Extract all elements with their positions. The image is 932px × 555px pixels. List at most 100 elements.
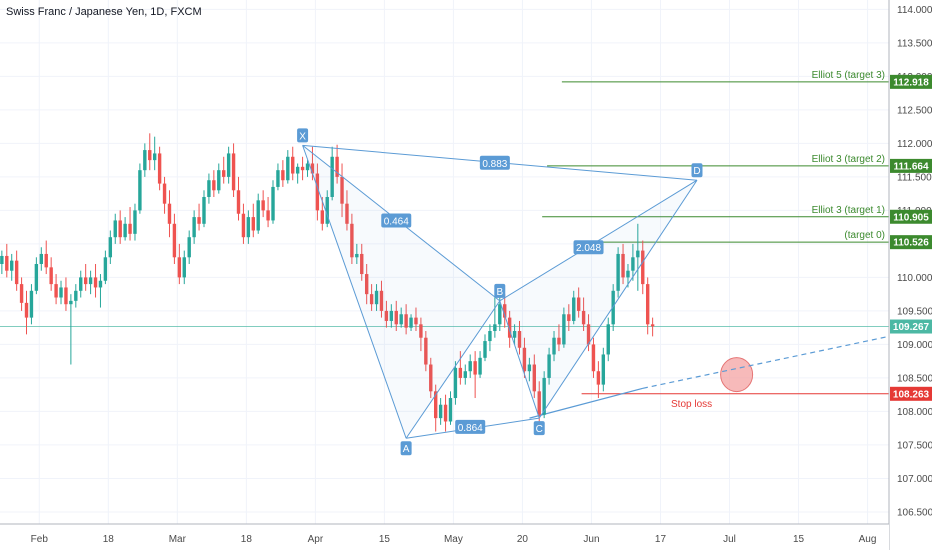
candle-body bbox=[246, 217, 251, 238]
candle bbox=[355, 243, 359, 264]
candle-body bbox=[458, 367, 463, 378]
candle-body bbox=[527, 364, 532, 372]
candle-body bbox=[310, 163, 315, 174]
stop-loss-price-tag-bg bbox=[890, 386, 932, 401]
pattern-ratio-label: 2.048 bbox=[573, 240, 604, 255]
price-tick-label: 108.000 bbox=[897, 407, 932, 418]
trendline-dashed bbox=[642, 335, 890, 389]
time-tick-label: 20 bbox=[517, 534, 529, 545]
candle-body bbox=[167, 203, 172, 224]
candle-body bbox=[281, 170, 285, 181]
candle-body bbox=[389, 310, 394, 321]
candle-body bbox=[0, 255, 4, 264]
candle-body bbox=[108, 237, 113, 258]
pattern-point-label: C bbox=[533, 421, 545, 436]
candle-body bbox=[222, 170, 226, 177]
candle-body bbox=[567, 314, 571, 321]
candle-body bbox=[197, 217, 201, 224]
candle-body bbox=[650, 324, 655, 327]
candle-body bbox=[507, 317, 512, 338]
price-tick-label: 107.000 bbox=[897, 474, 932, 485]
candle-body bbox=[152, 153, 157, 161]
candle-body bbox=[468, 361, 472, 372]
pattern-ratio-label: 0.464 bbox=[381, 213, 412, 228]
candle-body bbox=[59, 287, 63, 298]
candle-body bbox=[409, 317, 413, 328]
candle bbox=[645, 277, 650, 335]
candle bbox=[143, 143, 147, 177]
candle-body bbox=[98, 280, 103, 288]
candle bbox=[54, 274, 58, 305]
candle bbox=[621, 243, 625, 285]
candle-body bbox=[19, 284, 24, 303]
candle bbox=[399, 307, 403, 328]
pattern-ratio-label-text: 0.864 bbox=[458, 423, 483, 434]
candle bbox=[350, 213, 354, 264]
pattern-leg bbox=[538, 179, 698, 419]
current-price-tag-text: 109.267 bbox=[893, 322, 930, 333]
candle bbox=[251, 203, 255, 238]
candle bbox=[266, 196, 270, 228]
pattern-point-label-text: A bbox=[403, 444, 410, 455]
candle-body bbox=[271, 186, 275, 221]
target-label: (target 0) bbox=[844, 230, 885, 241]
candle bbox=[212, 170, 216, 197]
candle-body bbox=[572, 297, 576, 321]
candle bbox=[557, 324, 561, 352]
candle bbox=[419, 317, 423, 352]
candle bbox=[434, 384, 438, 432]
candle-body bbox=[300, 166, 305, 171]
candle bbox=[5, 243, 9, 278]
candle bbox=[133, 203, 137, 241]
candle-body bbox=[576, 297, 581, 311]
candle-body bbox=[276, 170, 280, 187]
target-price-tag-bg bbox=[890, 158, 932, 173]
candle bbox=[360, 243, 364, 281]
pattern-point-label-bg bbox=[297, 128, 309, 143]
candle-body bbox=[83, 277, 88, 285]
candle-body bbox=[128, 223, 132, 234]
candle-body bbox=[360, 253, 364, 275]
candle-body bbox=[187, 237, 191, 258]
candle-body bbox=[113, 220, 117, 238]
current-price-tag-bg bbox=[890, 319, 932, 334]
candle-body bbox=[29, 290, 34, 318]
target-price-tag: 110.526 bbox=[890, 235, 932, 250]
price-tick-label: 112.000 bbox=[897, 139, 932, 150]
candle bbox=[113, 213, 117, 244]
candle bbox=[345, 190, 349, 231]
price-tick-label: 112.500 bbox=[897, 105, 932, 116]
candle-body bbox=[266, 210, 270, 221]
candle bbox=[79, 270, 83, 298]
price-tick-label: 106.500 bbox=[897, 507, 932, 518]
candle-body bbox=[226, 153, 231, 177]
candle bbox=[29, 284, 34, 325]
candle-body bbox=[133, 210, 137, 234]
target-price-tag: 110.905 bbox=[890, 209, 932, 224]
candle bbox=[468, 354, 472, 378]
candle bbox=[498, 297, 502, 332]
candle bbox=[69, 294, 73, 365]
pattern-ratio-label: 0.883 bbox=[479, 155, 510, 170]
candle bbox=[152, 136, 157, 171]
target-price-tag-text: 110.526 bbox=[893, 238, 929, 249]
target-price-tag-bg bbox=[890, 74, 932, 89]
candle bbox=[305, 160, 310, 177]
candle bbox=[616, 247, 620, 298]
candle bbox=[429, 357, 433, 399]
candle-body bbox=[512, 331, 517, 338]
candle bbox=[118, 210, 122, 244]
candle-body bbox=[295, 166, 300, 174]
candle bbox=[182, 250, 186, 285]
candle bbox=[246, 210, 251, 244]
candle-body bbox=[34, 264, 39, 291]
candle bbox=[202, 190, 206, 228]
target-price-tag-bg bbox=[890, 235, 932, 250]
stop-zone-circle bbox=[720, 357, 754, 393]
candle bbox=[261, 190, 265, 218]
candle bbox=[562, 307, 566, 348]
candle-body bbox=[645, 284, 650, 325]
candle-body bbox=[463, 371, 467, 378]
candle-body bbox=[202, 196, 206, 224]
